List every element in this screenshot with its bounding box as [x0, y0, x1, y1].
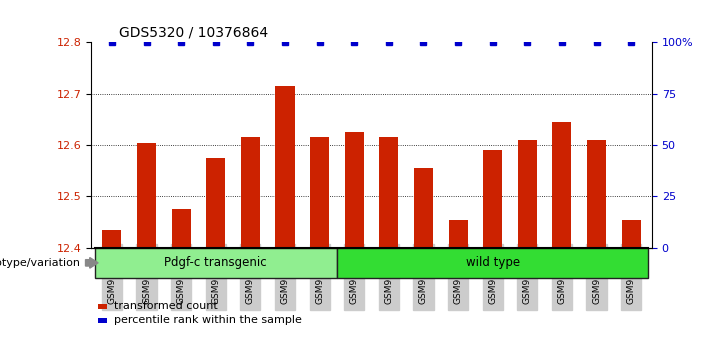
- Bar: [622, 219, 641, 248]
- Bar: [449, 219, 468, 248]
- Text: percentile rank within the sample: percentile rank within the sample: [114, 315, 301, 325]
- Bar: [206, 158, 225, 248]
- Bar: [552, 122, 571, 248]
- Bar: [587, 140, 606, 248]
- Bar: [379, 137, 398, 248]
- Text: transformed count: transformed count: [114, 301, 217, 311]
- Text: genotype/variation: genotype/variation: [0, 258, 81, 268]
- Bar: [310, 137, 329, 248]
- Text: Pdgf-c transgenic: Pdgf-c transgenic: [165, 256, 267, 269]
- Bar: [483, 150, 502, 248]
- Bar: [414, 168, 433, 248]
- Bar: [137, 143, 156, 248]
- Bar: [518, 140, 537, 248]
- Bar: [345, 132, 364, 248]
- Bar: [275, 86, 294, 248]
- Bar: [102, 230, 121, 248]
- Bar: [241, 137, 260, 248]
- Text: GDS5320 / 10376864: GDS5320 / 10376864: [119, 26, 268, 40]
- Bar: [172, 209, 191, 248]
- Text: wild type: wild type: [465, 256, 519, 269]
